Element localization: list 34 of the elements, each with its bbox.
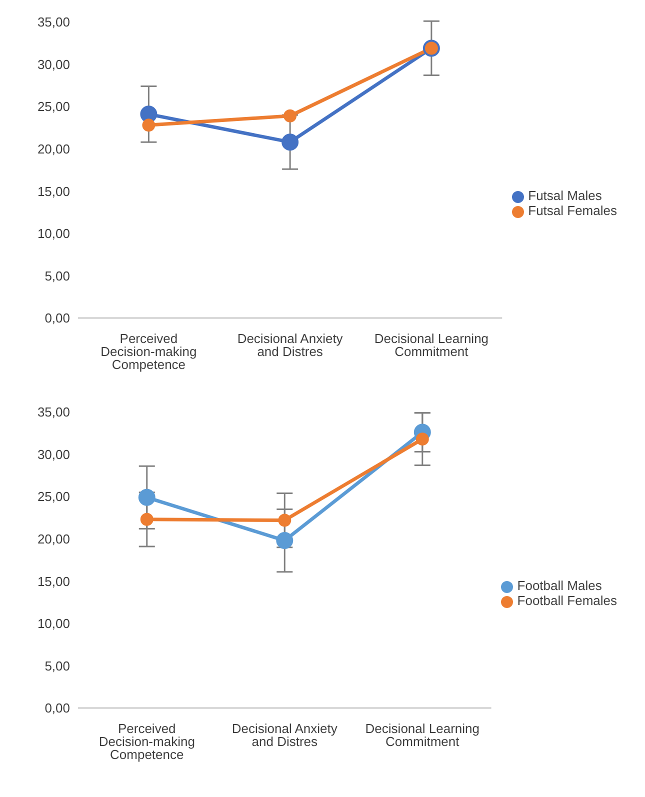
x-tick-label: Perceived Decision-making Competence — [100, 331, 197, 372]
y-tick-label: 25,00 — [37, 99, 70, 114]
y-tick-label: 5,00 — [44, 658, 70, 674]
y-tick-label: 35,00 — [37, 404, 70, 420]
legend-label: Futsal Males — [528, 188, 602, 203]
y-tick-label: 15,00 — [37, 574, 70, 589]
point — [138, 488, 156, 506]
y-tick-label: 5,00 — [44, 268, 70, 284]
y-tick-label: 35,00 — [37, 14, 70, 30]
x-tick-label: Decisional Anxiety and Distres — [232, 721, 338, 750]
x-tick-label: Decisional Anxiety and Distres — [237, 331, 344, 360]
point — [142, 118, 156, 132]
point — [282, 134, 299, 151]
x-tick-label: Decisional Learning Commitment — [365, 721, 480, 750]
legend-label: Football Males — [517, 578, 602, 593]
legend-label: Football Females — [517, 593, 617, 608]
legend-label: Futsal Females — [528, 203, 617, 218]
y-tick-label: 20,00 — [37, 141, 70, 156]
y-tick-label: 0,00 — [44, 700, 70, 716]
point — [140, 512, 154, 526]
point — [416, 432, 429, 446]
y-tick-label: 30,00 — [37, 446, 70, 462]
y-tick-label: 25,00 — [37, 489, 70, 504]
x-tick-label: Perceived Decision-making Competence — [98, 721, 195, 762]
y-tick-label: 10,00 — [37, 616, 70, 632]
point — [284, 109, 297, 122]
point — [276, 532, 294, 550]
y-tick-label: 30,00 — [37, 56, 70, 72]
y-tick-label: 20,00 — [37, 531, 70, 546]
point — [278, 514, 292, 527]
y-tick-label: 10,00 — [37, 226, 70, 242]
y-tick-label: 0,00 — [44, 310, 70, 326]
y-tick-label: 15,00 — [37, 184, 70, 199]
x-tick-label: Decisional Learning Commitment — [374, 331, 489, 360]
